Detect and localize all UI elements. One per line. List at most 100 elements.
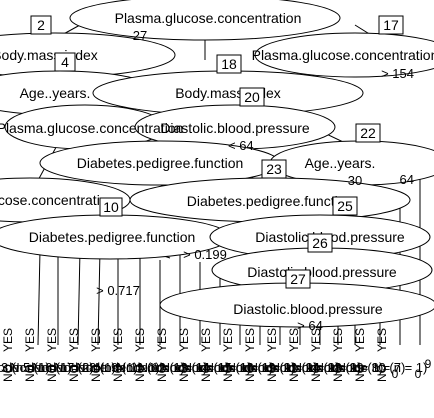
node-label: Diabetes.pedigree.function	[77, 155, 244, 171]
leaf-class-label-yes: YES	[331, 328, 345, 352]
node-id-boxes	[30, 15, 404, 289]
leaf-node-label: Node 15 (n = 1)	[183, 360, 274, 375]
leaf-class-label-no: NO	[353, 364, 367, 382]
split-label: 30	[348, 173, 362, 188]
leaf-class-label-no: NO	[45, 364, 59, 382]
leaf-class-label-no: NO	[331, 364, 345, 382]
node-id-box	[378, 15, 404, 35]
node-label: Diastolic.blood.pressure	[160, 120, 310, 136]
leaf-class-label-no: NO	[67, 364, 81, 382]
leaf-class-label-yes: YES	[45, 328, 59, 352]
leaf-class-label-no: NO	[155, 364, 169, 382]
leaf-class-label-no: NO	[287, 364, 301, 382]
leaf-class-label-yes: YES	[221, 328, 235, 352]
leaf-class-label-yes: YES	[287, 328, 301, 352]
tree-edge	[77, 249, 81, 346]
leaf-class-label-no: NO	[1, 364, 15, 382]
node-id-box	[261, 159, 287, 179]
node-label: Age..years.	[305, 155, 376, 171]
leaf-class-label-no: NO	[89, 364, 103, 382]
node-id-label: 20	[244, 89, 260, 105]
node-id-label: 26	[312, 235, 328, 251]
split-label: > 64	[297, 318, 323, 333]
leaf-class-label-no: NO	[199, 364, 213, 382]
node-id-label: 2	[37, 17, 45, 33]
leaf-class-label-no: NO	[375, 364, 389, 382]
node-label: Diastolic.blood.pressure	[247, 264, 397, 280]
leaf-node-label: Node 9 (n = 1)	[76, 360, 159, 375]
node-id-box	[30, 15, 52, 35]
leaf-node-label: Node 13 (n = 1)	[139, 360, 230, 375]
leaf-class-label-no: NO	[133, 364, 147, 382]
leaf-node-label: Node 16 (n = 1)	[205, 360, 296, 375]
leaf-class-label-yes: YES	[199, 328, 213, 352]
split-label: 64	[400, 172, 414, 187]
node-id-box	[285, 269, 311, 289]
leaf-class-label-yes: YES	[89, 328, 103, 352]
leaf-value-label: 9	[425, 357, 432, 371]
node-id-box	[355, 123, 381, 143]
leaf-class-label-yes: YES	[353, 328, 367, 352]
node-id-label: 27	[290, 271, 306, 287]
leaf-class-label-yes: YES	[155, 328, 169, 352]
split-label: > 0.199	[183, 247, 227, 262]
node-label: Age..years.	[20, 85, 91, 101]
node-id-box	[99, 197, 123, 217]
split-label: 27	[133, 28, 147, 43]
node-label: Plasma.glucose.concentration	[0, 192, 115, 208]
leaf-value-label: 0	[415, 367, 422, 381]
node-label: Plasma.glucose.concentration	[115, 10, 302, 26]
leaf-class-label-no: NO	[243, 364, 257, 382]
node-id-label: 4	[61, 54, 69, 70]
node-id-label: 23	[266, 161, 282, 177]
tree-node-ellipse	[254, 32, 434, 78]
leaf-node-label: Node 14 (n = 1)	[161, 360, 252, 375]
leaf-class-label-yes: YES	[67, 328, 81, 352]
leaf-class-label-no: NO	[177, 364, 191, 382]
tree-edge	[97, 249, 101, 346]
node-id-box	[54, 52, 76, 72]
leaf-class-label-yes: YES	[133, 328, 147, 352]
leaf-node-label: Node 19 (n = 1)	[227, 360, 318, 375]
node-id-label: 22	[360, 125, 376, 141]
node-id-label: 18	[221, 56, 237, 72]
leaf-class-label-yes: YES	[111, 328, 125, 352]
node-id-label: 17	[383, 17, 399, 33]
leaf-class-label-no: NO	[23, 364, 37, 382]
node-id-box	[307, 233, 333, 253]
leaf-node-label: Node 30 (n = 1)	[337, 360, 428, 375]
leaf-node-label: Node 12 (n = 1)	[117, 360, 208, 375]
split-label: > 154	[381, 66, 414, 81]
leaf-node-label: Node 8 (n = 1)	[54, 360, 137, 375]
leaf-class-label-yes: YES	[243, 328, 257, 352]
leaf-class-label-no: NO	[111, 364, 125, 382]
leaf-class-label-yes: YES	[375, 328, 389, 352]
tree-node-ellipse	[69, 0, 341, 41]
node-id-label: 25	[337, 198, 353, 214]
leaf-node-label: Node 24 (n = 1)	[271, 360, 362, 375]
leaf-node-label: Node 21 (n = 1)	[249, 360, 340, 375]
leaf-node-label: Node 5 (n = 1)	[0, 360, 72, 375]
node-id-box	[239, 87, 265, 107]
leaf-node-label: Node 7 (n = 1)	[32, 360, 115, 375]
leaf-node-label: Node 29 (n = 7)	[315, 360, 406, 375]
leaf-class-label-no: NO	[221, 364, 235, 382]
leaf-class-label-yes: YES	[23, 328, 37, 352]
leaf-node-label: Node 6 (n = 2)	[10, 360, 93, 375]
tree-edge	[37, 249, 41, 346]
node-id-label: 10	[103, 199, 119, 215]
leaf-class-label-no: NO	[265, 364, 279, 382]
node-label: Diabetes.pedigree.function	[187, 193, 354, 209]
node-label: Plasma.glucose.concentration	[0, 120, 183, 136]
leaf-class-label-yes: YES	[1, 328, 15, 352]
node-label: Diabetes.pedigree.function	[29, 229, 196, 245]
node-label: Plasma.glucose.concentration	[252, 47, 434, 63]
leaf-node-label: Node 3 (n = 1)	[0, 360, 50, 375]
split-label: > 0.717	[96, 283, 140, 298]
leaf-class-label-yes: YES	[265, 328, 279, 352]
inner-nodes	[0, 0, 434, 328]
node-id-box	[332, 196, 358, 216]
node-id-box	[216, 54, 242, 74]
node-label: Diastolic.blood.pressure	[233, 301, 383, 317]
leaf-node-label: Node 11 (n = 1)	[95, 360, 185, 375]
